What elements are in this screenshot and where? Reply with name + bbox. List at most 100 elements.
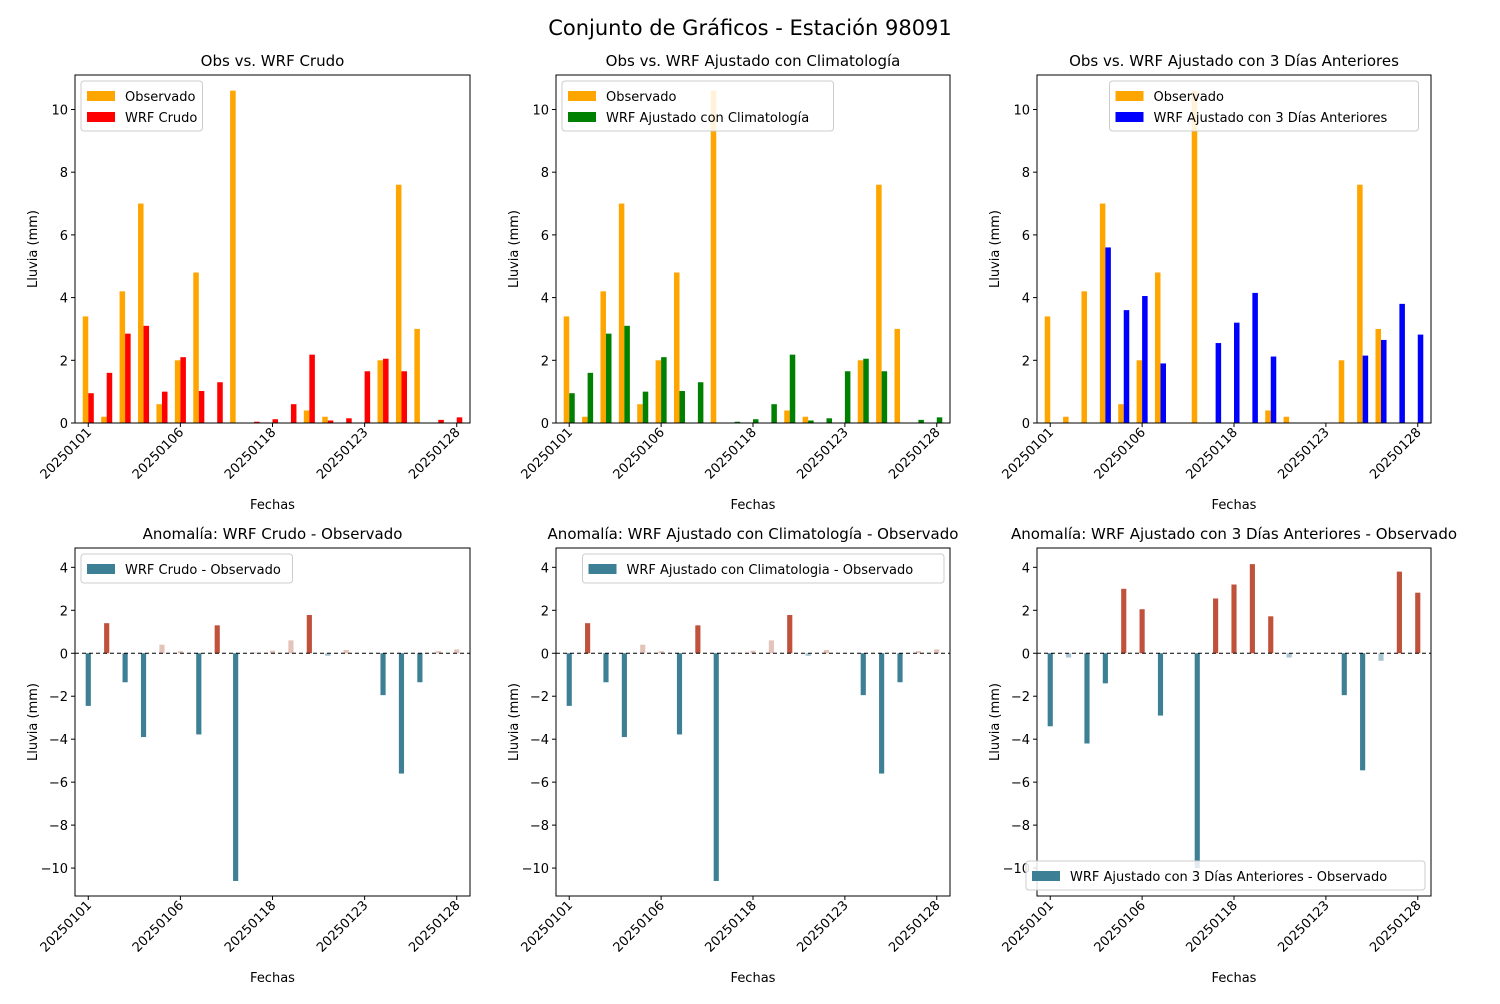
anomaly-bar [177,651,183,654]
y-tick-label: 2 [1022,604,1030,619]
legend-swatch [87,564,115,574]
bar-observado [1338,360,1345,423]
bar-observado [784,410,790,423]
y-tick-label: 2 [1022,354,1030,369]
legend-box [80,553,293,584]
anomaly-bar [640,644,646,654]
bar-observado [655,360,662,423]
bar-wrf [605,333,612,423]
legend: Observado WRF Ajustado con 3 Días Anterio… [1109,80,1419,132]
legend-swatch [1115,91,1144,101]
x-tick-label: 20250118 [1183,425,1240,482]
x-tick-label: 20250101 [519,898,576,955]
x-tick-label: 20250101 [1000,425,1057,482]
anomaly-bar [658,651,664,654]
bar-observado [119,291,126,423]
bar-observado [894,328,901,423]
anomaly-bar [343,650,349,654]
y-tick-label: −8 [49,819,68,834]
y-tick-label: 4 [60,292,68,307]
chart-title: Obs vs. WRF Ajustado con Climatología [606,52,901,70]
bar-observado [193,272,199,423]
bar-observado [1283,416,1290,423]
legend-label: Observado [606,90,677,105]
y-tick-label: 0 [60,647,68,662]
anomaly-bar [122,653,128,683]
anomaly-bar [823,650,830,654]
x-tick-label: 20250128 [1367,898,1424,955]
bar-wrf [881,371,888,423]
bar-observado [1118,404,1124,423]
bar-observado [1191,90,1198,424]
anomaly-bar [897,653,903,683]
bar-wrf [88,393,94,423]
y-tick-label: 10 [51,103,68,118]
anomaly-bar [860,653,866,696]
axes-frame [555,547,951,897]
anomaly-bar [233,653,239,881]
anomaly-bar [805,653,811,656]
bar-wrf [1362,355,1369,423]
y-tick-label: 8 [60,166,68,181]
bar-wrf [346,418,352,423]
bar-wrf [254,421,260,423]
legend-swatch [87,91,115,101]
y-tick-label: 10 [532,103,549,118]
x-tick-label: 20250118 [222,425,279,482]
bar-wrf [679,391,686,423]
anomaly-bar [1139,609,1145,654]
bar-wrf [1160,363,1167,423]
anomaly-bar [288,640,294,654]
anomaly-bar [1047,653,1053,727]
bar-observado [1081,291,1087,423]
legend-label: WRF Crudo [125,111,197,126]
anomaly-bar [603,653,609,683]
anomaly-bar [1249,564,1255,654]
bar-wrf [161,391,168,423]
bar-observado [174,360,181,423]
legend-label: Observado [1154,90,1225,105]
legend-swatch [1115,112,1144,122]
chart-panel-6: −10 −8 −6 −4 −2 0 2 4 20250101 20250106 20250118 20… [988,525,1457,986]
anomaly-bar [750,650,756,654]
bar-wrf [383,358,389,423]
x-tick-label: 20250106 [611,898,668,955]
x-tick-label: 20250118 [222,898,279,955]
bar-wrf [918,419,924,423]
bar-wrf [217,382,223,423]
x-axis-label: Fechas [1212,971,1257,986]
bar-wrf [863,358,869,423]
y-tick-label: 0 [541,647,549,662]
bar-wrf [936,417,943,423]
bar-observado [563,316,570,423]
bar-wrf [143,325,150,423]
chart-title: Anomalía: WRF Ajustado con Climatología … [548,525,959,543]
legend-swatch [568,91,596,101]
chart-title: Anomalía: WRF Crudo - Observado [143,525,403,543]
bar-wrf [1417,334,1424,423]
bar-wrf [1270,356,1277,423]
legend: WRF Ajustado con 3 Días Anteriores - Obs… [1025,860,1426,891]
x-tick-label: 20250118 [702,425,759,482]
y-tick-label: −6 [49,776,68,791]
x-tick-label: 20250128 [886,425,943,482]
anomaly-bar [1341,653,1347,696]
anomaly-bar [1102,653,1108,684]
bar-observado [600,291,606,423]
y-tick-label: 4 [541,561,549,576]
bar-wrf [771,404,777,423]
bar-wrf [106,372,113,423]
anomaly-bar [713,653,719,881]
anomaly-bar [695,625,701,654]
legend-box [1109,80,1419,132]
y-tick-label: −6 [530,776,549,791]
bar-wrf [624,325,630,423]
anomaly-bar [787,615,793,654]
y-tick-label: −4 [530,733,549,748]
y-tick-label: −6 [1011,776,1030,791]
chart-panel-1: 0 2 4 6 8 10 20250101 20250106 20250118 20250123 2… [26,52,471,513]
bar-wrf [697,382,704,423]
legend-box [582,553,945,584]
